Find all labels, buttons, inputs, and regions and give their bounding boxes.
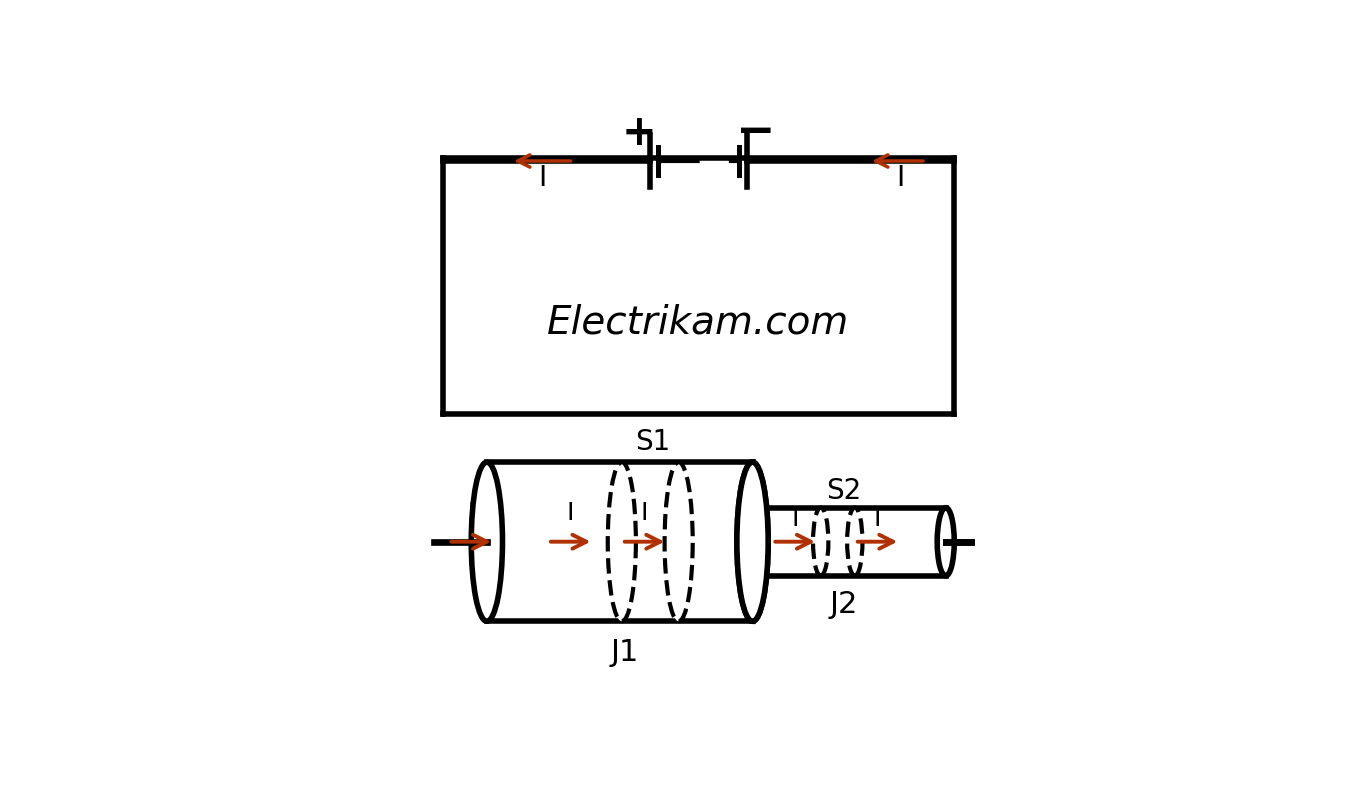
Text: S1: S1 <box>635 428 671 456</box>
Text: I: I <box>468 501 474 525</box>
Text: −: − <box>736 110 776 155</box>
Text: I: I <box>567 501 574 525</box>
Text: Electrikam.com: Electrikam.com <box>548 304 849 342</box>
Ellipse shape <box>814 508 829 575</box>
Ellipse shape <box>608 462 637 621</box>
Text: S2: S2 <box>826 477 861 505</box>
Text: +: + <box>622 112 656 154</box>
Text: J1: J1 <box>611 638 639 667</box>
Ellipse shape <box>737 462 769 621</box>
Text: I: I <box>874 507 882 531</box>
Ellipse shape <box>665 462 692 621</box>
Text: I: I <box>895 164 905 192</box>
Ellipse shape <box>737 462 769 621</box>
Text: J2: J2 <box>829 590 857 618</box>
Ellipse shape <box>848 508 863 575</box>
Text: I: I <box>792 507 799 531</box>
Text: I: I <box>641 501 649 525</box>
Ellipse shape <box>472 462 503 621</box>
Ellipse shape <box>938 508 954 575</box>
Text: I: I <box>538 164 547 192</box>
